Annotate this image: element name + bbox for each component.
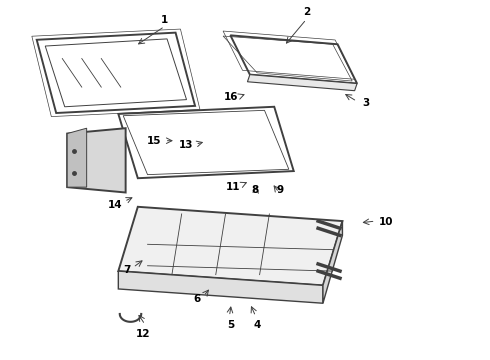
Text: 16: 16 [224, 92, 239, 102]
Text: 12: 12 [135, 329, 150, 339]
Text: 15: 15 [147, 136, 161, 146]
Text: 9: 9 [276, 185, 284, 195]
Polygon shape [67, 128, 87, 187]
Text: 8: 8 [251, 185, 258, 195]
Text: 3: 3 [362, 98, 369, 108]
Text: 13: 13 [178, 140, 193, 150]
Polygon shape [118, 207, 343, 285]
Text: 4: 4 [253, 320, 261, 330]
Text: 10: 10 [379, 217, 393, 227]
Text: 2: 2 [303, 8, 310, 18]
Text: 7: 7 [123, 265, 130, 275]
Text: 6: 6 [193, 294, 200, 303]
Text: 11: 11 [225, 182, 240, 192]
Polygon shape [118, 271, 323, 303]
Text: 14: 14 [108, 200, 122, 210]
Polygon shape [323, 221, 343, 303]
Text: 1: 1 [161, 15, 168, 24]
Text: 5: 5 [227, 320, 234, 330]
Polygon shape [67, 128, 125, 193]
Polygon shape [247, 75, 357, 91]
